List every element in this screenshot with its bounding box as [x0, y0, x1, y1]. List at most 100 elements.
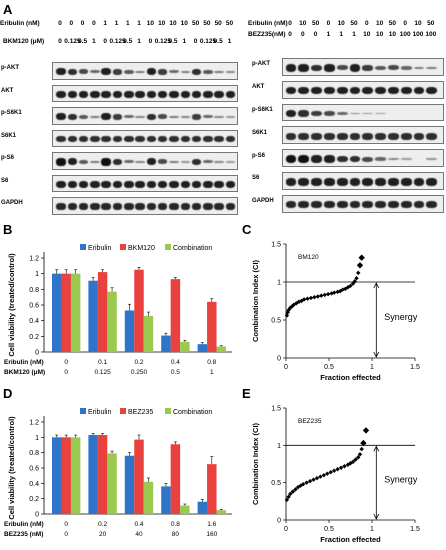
protein-band — [112, 90, 123, 98]
protein-band — [203, 160, 213, 164]
data-point — [356, 455, 361, 460]
protein-band — [203, 180, 213, 188]
blot-strip — [52, 174, 238, 192]
protein-band — [169, 70, 179, 74]
data-point — [286, 307, 291, 313]
protein-band — [362, 87, 374, 95]
protein-band — [101, 203, 111, 211]
protein-band — [400, 178, 412, 186]
data-point — [312, 295, 317, 300]
protein-band — [203, 115, 213, 119]
protein-band — [426, 201, 438, 209]
y-tick-label: 0 — [277, 356, 281, 363]
lane-label-r2: 0 — [300, 31, 305, 38]
blot-strip — [52, 129, 238, 147]
protein-band — [336, 178, 348, 186]
bar — [170, 444, 181, 514]
y-tick-label: 0.4 — [29, 481, 39, 488]
protein-band — [413, 178, 425, 186]
blot-strip — [52, 107, 238, 125]
protein-band — [180, 180, 191, 188]
bar — [143, 315, 154, 352]
legend-label: BKM120 — [128, 245, 155, 252]
panel-label-d: D — [3, 386, 13, 401]
band-label: p-S6 — [1, 155, 15, 162]
protein-band — [90, 90, 100, 98]
protein-band — [336, 111, 348, 116]
protein-band — [169, 203, 179, 211]
band-label: GAPDH — [252, 198, 274, 205]
protein-band — [180, 90, 191, 98]
protein-band — [67, 203, 78, 211]
bar — [216, 346, 226, 352]
protein-band — [180, 115, 191, 118]
protein-band — [67, 136, 78, 143]
protein-band — [362, 178, 374, 186]
bar — [52, 437, 62, 514]
y-tick-label: 1 — [35, 271, 39, 278]
bar-chart-d: Eribulin BEZ235 Combination 0 0.2 0.4 0.6 0.8 1 1… — [4, 408, 232, 538]
panel-label-e: E — [242, 386, 251, 401]
row-label-1: Eribulin (nM) — [4, 521, 44, 528]
protein-band — [298, 110, 310, 117]
protein-band — [400, 201, 412, 209]
protein-band — [78, 69, 89, 75]
y-tick-label: 0.6 — [29, 303, 39, 310]
lane-label-r1: 50 — [191, 20, 200, 27]
protein-band — [285, 109, 297, 118]
protein-band — [124, 136, 134, 143]
protein-band — [362, 156, 374, 162]
protein-band — [426, 178, 438, 186]
protein-band — [225, 136, 236, 143]
protein-band — [285, 87, 297, 95]
category-label: 0 — [64, 359, 68, 366]
bar — [161, 335, 171, 352]
lane-label-r1: 50 — [203, 20, 211, 27]
data-point — [311, 477, 316, 482]
bez235-row-label: BEZ235(nM) — [248, 31, 286, 38]
panel-label-b: B — [3, 222, 13, 237]
protein-band — [124, 180, 134, 188]
arrow-head-down — [373, 351, 380, 358]
lane-label-r2: 0.5 — [78, 38, 88, 45]
category-label: 0.2 — [134, 359, 143, 366]
protein-band — [362, 201, 374, 209]
protein-band — [298, 155, 310, 164]
protein-band — [56, 157, 66, 166]
bar — [216, 510, 226, 514]
protein-band — [400, 158, 412, 160]
x-tick-label: 1 — [370, 364, 374, 371]
lane-label-r1: 0 — [288, 20, 292, 27]
protein-band — [375, 157, 386, 161]
category-label: 0.250 — [131, 369, 148, 376]
y-tick-label: 0.5 — [271, 480, 281, 487]
lane-label-r1: 50 — [350, 20, 358, 27]
protein-band — [324, 64, 335, 72]
category-label: 0.2 — [98, 521, 107, 528]
lane-label-r2: 1 — [326, 31, 331, 38]
bar — [207, 301, 217, 352]
lane-label-r1: 10 — [337, 20, 345, 27]
y-tick-label: 1 — [277, 280, 281, 287]
band-label: AKT — [252, 84, 265, 91]
protein-band — [169, 180, 179, 188]
legend-swatch — [80, 244, 86, 250]
protein-band — [124, 160, 134, 164]
bar — [161, 486, 171, 514]
y-tick-label: 0.8 — [29, 450, 39, 457]
protein-band — [67, 68, 78, 75]
lane-label-r1: 0 — [58, 20, 62, 27]
legend-swatch — [80, 408, 86, 414]
protein-band — [214, 136, 224, 143]
data-point — [362, 427, 370, 434]
bar — [61, 437, 71, 514]
legend-swatch — [165, 408, 171, 414]
lane-label-r2: 0.5 — [213, 38, 223, 45]
data-point — [301, 297, 307, 302]
data-point — [319, 293, 324, 298]
protein-band — [349, 133, 361, 140]
lane-label-r2: 10 — [375, 31, 384, 38]
blot-strip — [282, 80, 444, 99]
protein-band — [56, 90, 66, 98]
protein-band — [285, 64, 297, 72]
